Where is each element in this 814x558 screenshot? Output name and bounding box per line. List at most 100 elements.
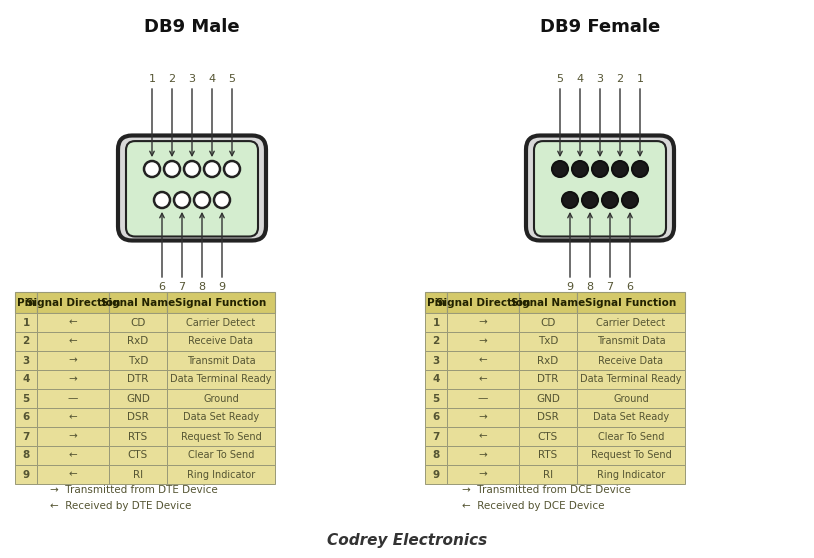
Bar [167, 292, 275, 313]
Text: 1: 1 [148, 74, 155, 84]
Text: ←: ← [479, 355, 488, 365]
Text: DSR: DSR [537, 412, 559, 422]
Bar [15, 351, 37, 370]
Bar [519, 389, 577, 408]
Bar [447, 332, 519, 351]
Text: 8: 8 [432, 450, 440, 460]
Text: ←: ← [68, 336, 77, 347]
Text: 9: 9 [218, 282, 225, 292]
Bar [425, 446, 447, 465]
Bar [519, 351, 577, 370]
Text: ←: ← [68, 318, 77, 328]
Text: Request To Send: Request To Send [591, 450, 672, 460]
Text: Receive Data: Receive Data [189, 336, 253, 347]
Circle shape [224, 161, 240, 177]
Bar [37, 370, 109, 389]
Text: RI: RI [133, 469, 143, 479]
Circle shape [174, 192, 190, 208]
Bar [425, 465, 447, 484]
Text: Signal Function: Signal Function [585, 297, 676, 307]
Bar [15, 427, 37, 446]
Text: Signal Direction: Signal Direction [26, 297, 120, 307]
Bar [37, 292, 109, 313]
Bar [577, 370, 685, 389]
Bar [577, 427, 685, 446]
Bar [425, 332, 447, 351]
Text: →: → [479, 318, 488, 328]
Text: 3: 3 [22, 355, 29, 365]
Text: 6: 6 [159, 282, 165, 292]
Text: →: → [68, 374, 77, 384]
Bar [15, 332, 37, 351]
Bar [577, 389, 685, 408]
Circle shape [602, 192, 618, 208]
Text: Request To Send: Request To Send [181, 431, 261, 441]
Bar [447, 351, 519, 370]
Text: Transmit Data: Transmit Data [597, 336, 665, 347]
Bar [37, 408, 109, 427]
Text: 8: 8 [586, 282, 593, 292]
Bar [425, 389, 447, 408]
Bar [37, 313, 109, 332]
Text: ←  Received by DTE Device: ← Received by DTE Device [50, 501, 191, 511]
Text: ←: ← [68, 450, 77, 460]
Text: 7: 7 [22, 431, 29, 441]
Bar [15, 446, 37, 465]
Circle shape [562, 192, 578, 208]
Circle shape [582, 192, 598, 208]
Circle shape [144, 161, 160, 177]
Text: Data Set Ready: Data Set Ready [183, 412, 259, 422]
Bar [447, 427, 519, 446]
Bar [109, 446, 167, 465]
Bar [425, 370, 447, 389]
Bar [519, 408, 577, 427]
Circle shape [154, 192, 170, 208]
Text: Data Set Ready: Data Set Ready [593, 412, 669, 422]
Bar [577, 292, 685, 313]
Text: CD: CD [130, 318, 146, 328]
Text: RxD: RxD [127, 336, 149, 347]
Text: GND: GND [536, 393, 560, 403]
Text: ←  Received by DCE Device: ← Received by DCE Device [462, 501, 605, 511]
Text: Signal Function: Signal Function [175, 297, 267, 307]
Text: 3: 3 [189, 74, 195, 84]
Text: →: → [68, 431, 77, 441]
FancyBboxPatch shape [534, 141, 666, 237]
Text: —: — [68, 393, 78, 403]
Bar [15, 292, 37, 313]
Text: Pin: Pin [17, 297, 35, 307]
Circle shape [214, 192, 230, 208]
Text: 5: 5 [432, 393, 440, 403]
Text: 7: 7 [432, 431, 440, 441]
Bar [447, 370, 519, 389]
Text: ←: ← [479, 374, 488, 384]
Text: TxD: TxD [538, 336, 558, 347]
Text: Pin: Pin [427, 297, 445, 307]
Bar [577, 351, 685, 370]
Bar [425, 408, 447, 427]
Bar [425, 292, 447, 313]
Text: 9: 9 [23, 469, 29, 479]
Circle shape [552, 161, 568, 177]
FancyBboxPatch shape [126, 141, 258, 237]
Text: RI: RI [543, 469, 553, 479]
Circle shape [592, 161, 608, 177]
Text: CD: CD [540, 318, 556, 328]
Text: DTR: DTR [127, 374, 149, 384]
Bar [37, 465, 109, 484]
Bar [519, 313, 577, 332]
Text: →  Transmitted from DTE Device: → Transmitted from DTE Device [50, 485, 218, 495]
Text: Ground: Ground [613, 393, 649, 403]
Bar [167, 351, 275, 370]
Bar [577, 408, 685, 427]
Bar [577, 332, 685, 351]
Bar [109, 332, 167, 351]
Text: 1: 1 [22, 318, 29, 328]
Text: 4: 4 [22, 374, 29, 384]
Bar [37, 427, 109, 446]
Bar [519, 465, 577, 484]
Text: Carrier Detect: Carrier Detect [597, 318, 666, 328]
Text: RTS: RTS [129, 431, 147, 441]
Bar [37, 446, 109, 465]
Text: 3: 3 [597, 74, 603, 84]
